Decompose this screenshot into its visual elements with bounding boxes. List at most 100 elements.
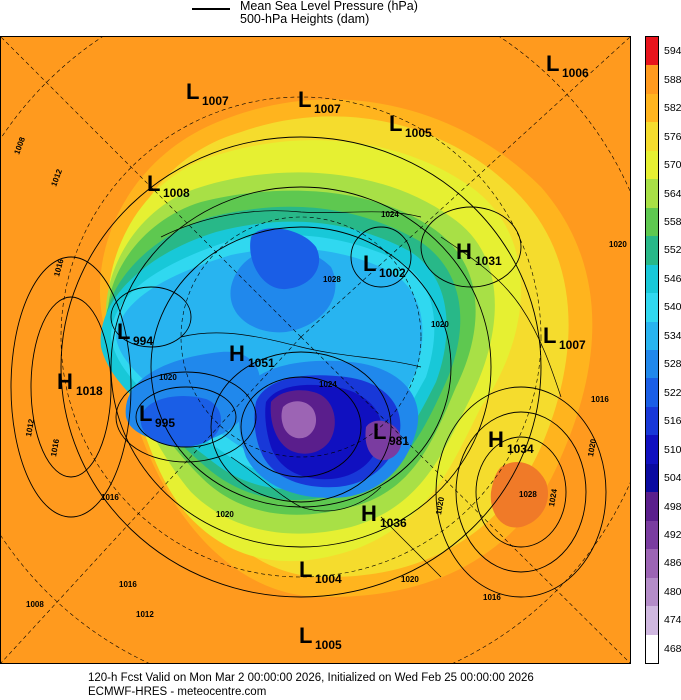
pressure-center-value: 1031 — [475, 254, 502, 268]
colorbar-label: 522 — [664, 386, 681, 399]
isobar-label: 1012 — [136, 610, 154, 619]
pressure-center-letter: L — [363, 251, 376, 276]
pressure-center-value: 1002 — [379, 266, 406, 280]
pressure-center-letter: H — [488, 427, 504, 452]
colorbar-segment — [646, 293, 658, 323]
isobar-label: 1024 — [547, 488, 559, 508]
isobar-label: 1024 — [381, 210, 399, 219]
colorbar-segment — [646, 93, 658, 123]
mslp-line-symbol — [192, 8, 230, 10]
isobar-label: 1016 — [119, 580, 137, 589]
coastlines — [160, 210, 562, 578]
pressure-center-letter: L — [298, 87, 311, 112]
band-588-ridge — [490, 462, 549, 528]
pressure-center-value: 1036 — [380, 516, 407, 530]
isobar-label: 1012 — [24, 418, 36, 438]
forecast-map: 1008 1012 1016 1024 1020 1012 1016 1020 … — [0, 36, 631, 664]
band-486 — [281, 401, 317, 439]
colorbar-label: 480 — [664, 585, 681, 598]
isobar-label: 1020 — [434, 496, 446, 516]
colorbar-label: 570 — [664, 159, 681, 172]
colorbar-segment — [646, 577, 658, 607]
pressure-centers: L 1006 L 1007 L 1007 L 1005 L 1008 H 103… — [57, 51, 589, 652]
legend-mslp-label: Mean Sea Level Pressure (hPa) — [240, 0, 418, 13]
colorbar-label: 582 — [664, 102, 681, 115]
pressure-center-value: 1005 — [405, 126, 432, 140]
map-legend-header: Mean Sea Level Pressure (hPa) 500-hPa He… — [0, 0, 681, 36]
colorbar-label: 498 — [664, 500, 681, 513]
colorbar-segment — [646, 122, 658, 152]
colorbar-label: 504 — [664, 472, 681, 485]
pressure-center-value: 994 — [133, 334, 153, 348]
pressure-center-letter: H — [456, 239, 472, 264]
map-canvas: 1008 1012 1016 1024 1020 1012 1016 1020 … — [1, 37, 630, 663]
isobar-label: 1028 — [323, 275, 341, 284]
colorbar-segment — [646, 264, 658, 294]
pressure-center-letter: L — [543, 323, 556, 348]
pressure-center-letter: L — [147, 171, 160, 196]
colorbar-segment — [646, 321, 658, 351]
pressure-center-letter: H — [361, 501, 377, 526]
pressure-center-letter: H — [229, 341, 245, 366]
colorbar-segment — [646, 350, 658, 379]
legend-heights-label: 500-hPa Heights (dam) — [240, 12, 370, 26]
colorbar-segment — [646, 520, 658, 550]
colorbar-segment — [646, 549, 658, 579]
colorbar-label: 576 — [664, 130, 681, 143]
pressure-center-letter: L — [117, 319, 130, 344]
colorbar-segment — [646, 463, 658, 493]
colorbar-label: 534 — [664, 329, 681, 342]
isobar-label: 1020 — [216, 510, 234, 519]
colorbar-segment — [646, 406, 658, 436]
pressure-center-letter: L — [186, 79, 199, 104]
pressure-center-value: 1006 — [562, 66, 589, 80]
band-522-west — [140, 396, 221, 448]
colorbar-segment — [646, 207, 658, 237]
isobars — [10, 136, 607, 598]
colorbar-label: 540 — [664, 301, 681, 314]
band-522-north — [250, 228, 320, 290]
pressure-center-letter: L — [299, 557, 312, 582]
pressure-center-value: 1018 — [76, 384, 103, 398]
colorbar-segment — [646, 492, 658, 522]
pressure-center-value: 1007 — [314, 102, 341, 116]
forecast-footer: 120-h Fcst Valid on Mon Mar 2 00:00:00 2… — [0, 672, 681, 700]
pressure-center-value: 995 — [155, 416, 175, 430]
colorbar-label: 558 — [664, 215, 681, 228]
colorbar-segment — [646, 606, 658, 636]
pressure-center-value: 1005 — [315, 638, 342, 652]
pressure-center-letter: L — [299, 623, 312, 648]
isobar-label: 1008 — [26, 600, 44, 609]
colorbar-label: 492 — [664, 528, 681, 541]
colorbar-segment — [646, 435, 658, 465]
isobar-label: 1016 — [49, 438, 61, 458]
isobar-label: 1020 — [159, 373, 177, 382]
colorbar-segment — [646, 634, 658, 664]
colorbar-label: 564 — [664, 187, 681, 200]
isobar-label: 1020 — [401, 575, 419, 584]
pressure-center-letter: L — [389, 111, 402, 136]
colorbar-label: 528 — [664, 358, 681, 371]
isobar-label: 1020 — [431, 320, 449, 329]
pressure-center-value: 1004 — [315, 572, 342, 586]
model-source-text: ECMWF-HRES - meteocentre.com — [88, 686, 267, 698]
isobar-label: 1024 — [319, 380, 337, 389]
colorbar-segment — [646, 65, 658, 95]
colorbar-segment — [646, 37, 658, 66]
colorbar-label: 474 — [664, 614, 681, 627]
height-colorbar — [645, 36, 659, 664]
pressure-center-letter: L — [373, 419, 386, 444]
band-492-east — [365, 420, 402, 461]
isobar-label: 1016 — [591, 395, 609, 404]
colorbar-label: 516 — [664, 415, 681, 428]
pressure-center-value: 1034 — [507, 442, 534, 456]
isobar-label: 1016 — [101, 493, 119, 502]
pressure-center-value: 1008 — [163, 186, 190, 200]
colorbar-label: 552 — [664, 244, 681, 257]
colorbar-label: 468 — [664, 642, 681, 655]
colorbar-segment — [646, 236, 658, 266]
isobar-label: 1028 — [519, 490, 537, 499]
valid-time-text: 120-h Fcst Valid on Mon Mar 2 00:00:00 2… — [88, 672, 534, 684]
pressure-center-letter: H — [57, 369, 73, 394]
colorbar-segment — [646, 179, 658, 209]
